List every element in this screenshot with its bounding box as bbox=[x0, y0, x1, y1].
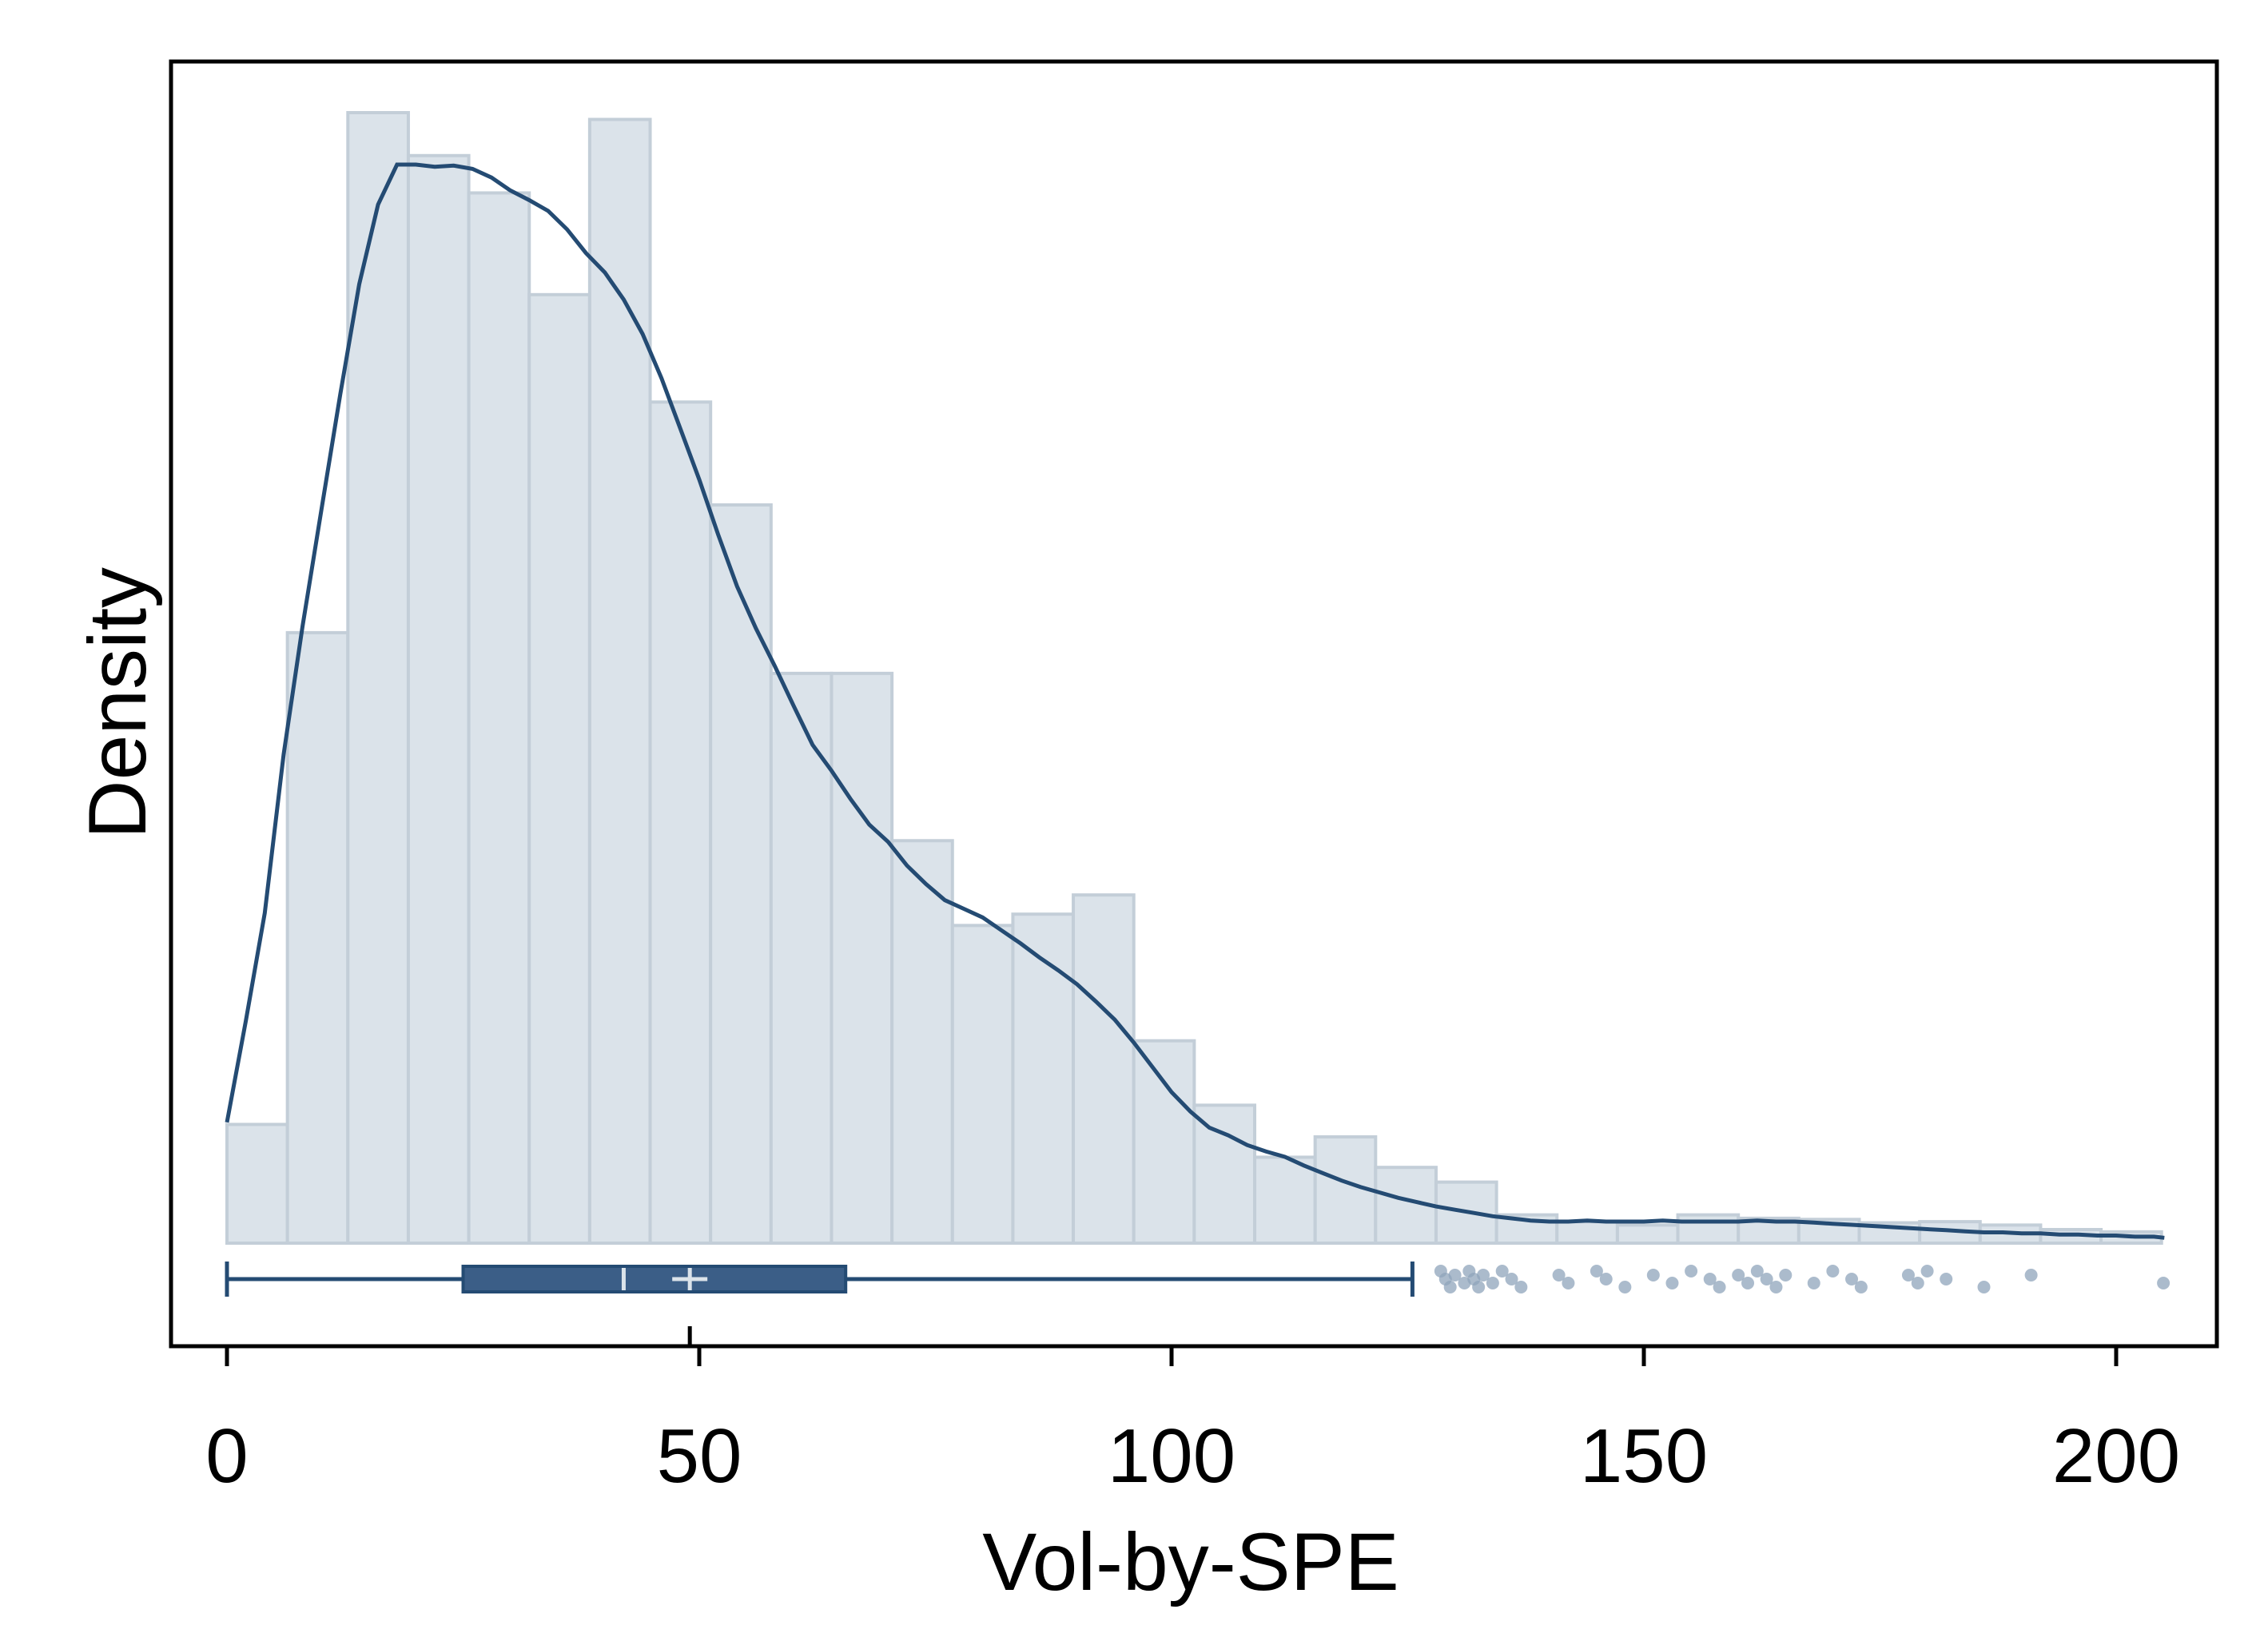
histogram-bar bbox=[709, 503, 773, 1245]
outlier-point bbox=[2024, 1269, 2038, 1281]
x-tick-label: 100 bbox=[1108, 1413, 1235, 1499]
outlier-point bbox=[1495, 1265, 1509, 1277]
histogram-bar bbox=[406, 153, 471, 1245]
outlier-point bbox=[1703, 1273, 1717, 1285]
histogram-bar bbox=[648, 400, 713, 1245]
boxplot bbox=[225, 1262, 2171, 1297]
outlier-point bbox=[1741, 1277, 1755, 1289]
outlier-point bbox=[1713, 1281, 1726, 1293]
outlier-point bbox=[1472, 1281, 1486, 1293]
outlier-point bbox=[1618, 1281, 1632, 1293]
outlier-point bbox=[1514, 1281, 1528, 1293]
outlier-point bbox=[1854, 1281, 1868, 1293]
outlier-point bbox=[1901, 1269, 1915, 1281]
outlier-point bbox=[1665, 1277, 1679, 1289]
outlier-point bbox=[1940, 1273, 1953, 1285]
outlier-point bbox=[1486, 1277, 1499, 1289]
outlier-point bbox=[1732, 1269, 1745, 1281]
x-axis: 0 50 100 150 200 bbox=[205, 1326, 2180, 1499]
outlier-point bbox=[1769, 1281, 1783, 1293]
box-iqr bbox=[461, 1265, 848, 1293]
density-curve bbox=[225, 162, 2165, 1240]
outlier-point bbox=[1443, 1281, 1457, 1293]
outlier-point bbox=[1760, 1273, 1773, 1285]
outlier-point bbox=[1685, 1265, 1698, 1277]
outlier-point bbox=[1477, 1269, 1490, 1281]
histogram-bar bbox=[769, 671, 834, 1245]
histogram-bar bbox=[830, 671, 894, 1245]
outlier-point bbox=[1826, 1265, 1840, 1277]
histogram-bar bbox=[225, 1123, 289, 1246]
outlier-point bbox=[1448, 1269, 1462, 1281]
outlier-point bbox=[1590, 1265, 1603, 1277]
outlier-point bbox=[1750, 1265, 1764, 1277]
outlier-point bbox=[1505, 1273, 1518, 1285]
x-tick-label: 50 bbox=[657, 1413, 742, 1499]
histogram-bar bbox=[1676, 1213, 1741, 1245]
histogram-bar bbox=[1555, 1220, 1619, 1245]
outlier-point bbox=[1562, 1277, 1575, 1289]
histogram-bar bbox=[527, 292, 591, 1246]
histogram-bar bbox=[1615, 1223, 1680, 1245]
outlier-point bbox=[1552, 1269, 1566, 1281]
outlier-point bbox=[1920, 1265, 1934, 1277]
x-tick-label: 200 bbox=[2052, 1413, 2180, 1499]
histogram-bar bbox=[1132, 1039, 1196, 1245]
outlier-point bbox=[1911, 1277, 1924, 1289]
histogram-bar bbox=[1253, 1155, 1317, 1245]
outlier-point bbox=[1646, 1269, 1660, 1281]
histogram-bar bbox=[587, 117, 652, 1246]
histogram-bar bbox=[1072, 893, 1136, 1246]
outlier-point bbox=[1845, 1273, 1859, 1285]
outlier-point bbox=[1807, 1277, 1820, 1289]
outlier-point bbox=[1599, 1273, 1613, 1285]
x-axis-label: Vol-by-SPE bbox=[982, 1516, 1399, 1607]
histogram-bar bbox=[1011, 912, 1076, 1245]
histogram-bar bbox=[467, 191, 531, 1246]
outlier-point bbox=[1779, 1269, 1793, 1281]
histogram-bar bbox=[1192, 1103, 1257, 1245]
plot-frame bbox=[169, 59, 2219, 1349]
histogram-bars bbox=[225, 111, 2163, 1246]
x-tick-label: 150 bbox=[1580, 1413, 1708, 1499]
histogram-bar bbox=[285, 630, 350, 1245]
outlier-point bbox=[1977, 1281, 1991, 1293]
histogram-bar bbox=[890, 839, 954, 1245]
outlier-point bbox=[2157, 1277, 2171, 1289]
y-axis-label: Density bbox=[72, 567, 163, 839]
x-tick-label: 0 bbox=[205, 1413, 248, 1499]
histogram-bar bbox=[346, 111, 410, 1245]
histogram-bar bbox=[950, 924, 1015, 1245]
